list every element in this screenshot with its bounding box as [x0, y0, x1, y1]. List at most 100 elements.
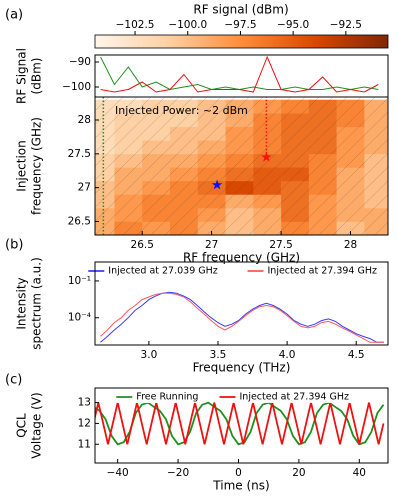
- x-tick-label: 4.0: [279, 349, 296, 361]
- heatmap-cell: [142, 180, 171, 195]
- heatmap-cell: [114, 113, 143, 128]
- heatmap-cell: [142, 126, 171, 141]
- stripe: [95, 97, 138, 139]
- panel-label: (b): [5, 238, 23, 253]
- series-line: [100, 291, 384, 343]
- heatmap-cell: [364, 126, 388, 141]
- panel-label: (a): [5, 8, 23, 23]
- legend-box: [86, 265, 234, 277]
- heatmap-cell: [253, 194, 282, 209]
- heatmap-cell: [225, 194, 254, 209]
- annotation: Injected Power: ~2 dBm: [115, 104, 248, 117]
- heatmap-cell: [336, 99, 365, 114]
- heatmap-cell: [95, 180, 115, 195]
- x-tick-label: 3.5: [210, 349, 227, 361]
- heatmap-cell: [253, 207, 282, 222]
- heatmap-cell: [95, 126, 115, 141]
- heatmap-cell: [169, 99, 199, 114]
- heatmap-cell: [169, 221, 199, 235]
- plot-area: [100, 55, 379, 93]
- heatmap-cell: [253, 180, 282, 195]
- stripe: [95, 97, 124, 125]
- heatmap-cell: [114, 180, 143, 195]
- heatmap-cell: [281, 221, 310, 235]
- heatmap-cell: [281, 207, 310, 222]
- stripe: [95, 97, 180, 181]
- heatmap-cell: [142, 167, 171, 182]
- stripe: [248, 97, 388, 235]
- stripe: [220, 97, 362, 235]
- heatmap-cell: [169, 194, 199, 209]
- heatmap-cell: [308, 140, 337, 155]
- stripe: [122, 97, 264, 235]
- axes-frame: [94, 387, 389, 464]
- heatmap-cell: [95, 99, 115, 114]
- heatmap-cell: [142, 194, 171, 209]
- series-line: [95, 402, 385, 445]
- heatmap-cell: [308, 167, 337, 182]
- stripe: [164, 97, 306, 235]
- heatmap-cell: [95, 207, 115, 222]
- heatmap-cell: [142, 207, 171, 222]
- series-line: [95, 401, 385, 446]
- heatmap-cell: [197, 140, 226, 155]
- y-axis-label: QCL: [15, 413, 29, 438]
- legend-box: [245, 265, 393, 277]
- heatmap-cell: [308, 126, 337, 141]
- heatmap-cell: [253, 153, 282, 168]
- series-line: [100, 55, 379, 93]
- heatmap-cell: [95, 167, 115, 182]
- heatmap-cell: [281, 113, 310, 128]
- y-axis-label: Injection: [15, 140, 29, 191]
- x-tick-label: 27.5: [269, 239, 292, 251]
- colorbar: [94, 34, 389, 49]
- x-tick-label: 20: [292, 467, 305, 479]
- stripe: [389, 97, 399, 235]
- x-tick-label: 3.0: [141, 349, 158, 361]
- heatmap-cell: [114, 126, 143, 141]
- y-axis-label: spectrum (a.u.): [30, 257, 44, 350]
- panel-label: (c): [5, 373, 22, 388]
- heatmap-cell: [308, 153, 337, 168]
- heatmap-cell: [308, 221, 337, 235]
- heatmap-cell: [197, 153, 226, 168]
- heatmap-cell: [336, 167, 365, 182]
- y-tick-label: −100: [62, 81, 91, 93]
- plot-area: [95, 401, 385, 446]
- stripe: [304, 152, 388, 235]
- y-tick-label: 12: [78, 417, 91, 429]
- heatmap-cell: [142, 221, 171, 235]
- y-tick-label: 28: [78, 114, 91, 126]
- plot-area: [95, 97, 399, 235]
- heatmap-cell: [281, 167, 310, 182]
- axes-frame: [94, 96, 389, 236]
- legend-box: [114, 391, 206, 403]
- x-axis-label: RF frequency (GHz): [183, 251, 300, 265]
- heatmap-cell: [225, 99, 254, 114]
- heatmap-cell: [336, 126, 365, 141]
- colorbar-tick-label: −95.0: [277, 19, 309, 31]
- axes-frame: [94, 261, 389, 346]
- heatmap-cell: [308, 194, 337, 209]
- stripe: [178, 97, 320, 235]
- x-tick-label: 26.5: [131, 239, 154, 251]
- heatmap-cell: [336, 140, 365, 155]
- heatmap-cell: [364, 140, 388, 155]
- heatmap-cell: [364, 207, 388, 222]
- colorbar-tick-label: −102.5: [116, 19, 155, 31]
- stripe: [150, 97, 292, 235]
- heatmap-cell: [142, 99, 171, 114]
- y-tick-label: 10⁻¹: [68, 275, 91, 287]
- stripe: [206, 97, 348, 235]
- heatmap-cell: [253, 221, 282, 235]
- heatmap-cell: [308, 99, 337, 114]
- heatmap-cell: [114, 221, 143, 235]
- heatmap-cell: [95, 140, 115, 155]
- stripe: [95, 97, 152, 153]
- stripe: [332, 180, 388, 235]
- legend-box: [217, 391, 365, 403]
- heatmap-cell: [336, 153, 365, 168]
- heatmap-cell: [364, 153, 388, 168]
- y-tick-label: 10⁻⁴: [68, 312, 91, 324]
- stripe: [95, 97, 236, 235]
